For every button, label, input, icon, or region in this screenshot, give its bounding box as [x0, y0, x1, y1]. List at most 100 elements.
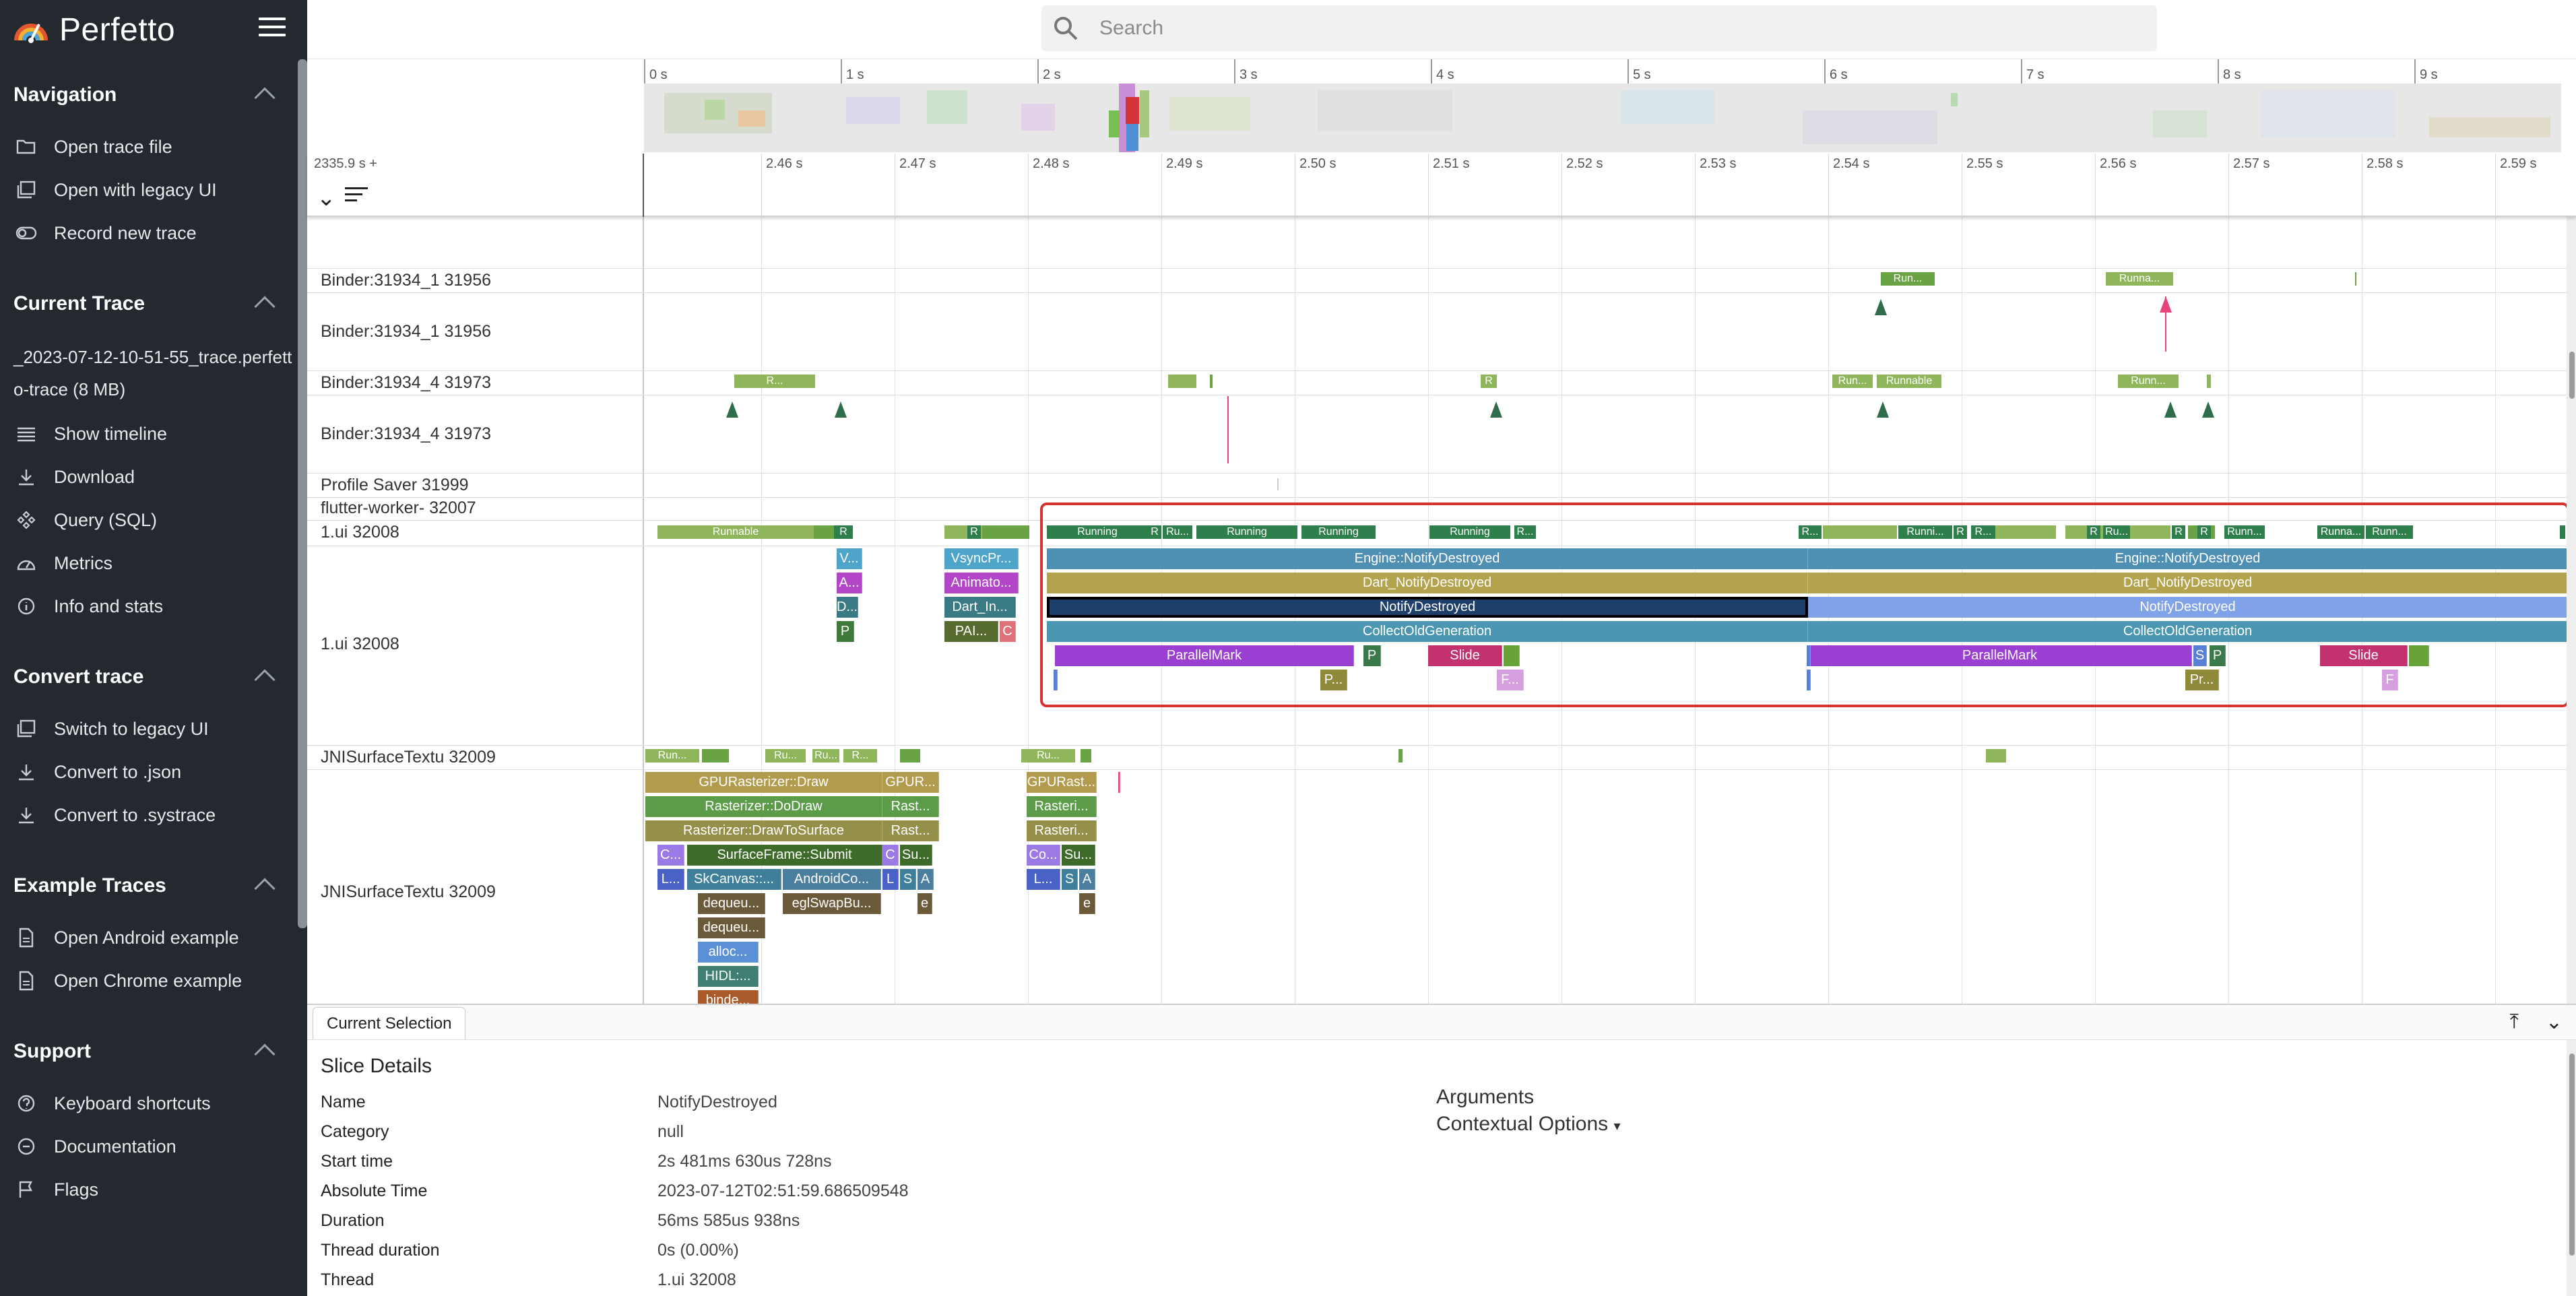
trace-slice[interactable]: P	[837, 621, 854, 642]
track-label[interactable]: JNISurfaceTextu 32009	[321, 882, 496, 901]
thread-state[interactable]: Run...	[1881, 272, 1935, 286]
trace-slice[interactable]: P	[1363, 645, 1381, 666]
thread-state[interactable]: Running	[1196, 525, 1297, 539]
thread-state[interactable]	[2130, 525, 2170, 539]
record-new-trace-item[interactable]: Record new trace	[0, 212, 307, 255]
flags-item[interactable]: Flags	[0, 1168, 307, 1211]
trace-slice[interactable]: Rasterizer::DoDraw	[645, 796, 882, 817]
thread-state[interactable]: Runn...	[2118, 375, 2179, 388]
trace-slice[interactable]: PAI...	[944, 621, 998, 642]
trace-slice[interactable]: S	[1062, 869, 1078, 890]
thread-state[interactable]: Runn...	[2366, 525, 2413, 539]
keyboard-shortcuts-item[interactable]: Keyboard shortcuts	[0, 1082, 307, 1125]
thread-state[interactable]	[2560, 525, 2565, 539]
arrow-drop-down-icon[interactable]: ▾	[1613, 1119, 1621, 1134]
chevron-up-icon[interactable]	[254, 296, 276, 317]
trace-slice[interactable]: Dart_In...	[944, 597, 1016, 618]
trace-slice[interactable]: Engine::NotifyDestroyed	[1047, 548, 1808, 569]
trace-slice[interactable]: HIDL:...	[698, 966, 759, 987]
thread-state[interactable]: Running	[1047, 525, 1148, 539]
section-title-support[interactable]: Support	[0, 1021, 307, 1082]
trace-slice[interactable]: Pr...	[2185, 670, 2219, 690]
thread-state[interactable]	[900, 749, 920, 763]
tab-current-selection[interactable]: Current Selection	[313, 1007, 466, 1039]
section-title-navigation[interactable]: Navigation	[0, 65, 307, 125]
details-scrollbar[interactable]	[2567, 1040, 2576, 1296]
trace-slice[interactable]: ParallelMark	[1808, 645, 2192, 666]
thread-state[interactable]: Run...	[645, 749, 699, 763]
thread-state[interactable]: Runn...	[2224, 525, 2265, 539]
thread-state[interactable]: R...	[1971, 525, 1995, 539]
info-stats-item[interactable]: Info and stats	[0, 585, 307, 628]
thread-state[interactable]: Runnable	[1877, 375, 1941, 388]
thread-state[interactable]: R	[2197, 525, 2211, 539]
thread-state[interactable]: Ru...	[812, 749, 839, 763]
track-label[interactable]: Binder:31934_1 31956	[321, 322, 492, 341]
thread-state[interactable]	[1398, 749, 1403, 763]
trace-slice[interactable]: VsyncPr...	[944, 548, 1019, 569]
thread-state[interactable]: R...	[1799, 525, 1822, 539]
thread-state[interactable]: R...	[843, 749, 877, 763]
trace-slice[interactable]: F...	[1497, 670, 1524, 690]
thread-state[interactable]: Ru...	[765, 749, 806, 763]
track-label[interactable]: Binder:31934_4 31973	[321, 424, 492, 443]
trace-slice[interactable]: e	[917, 893, 932, 914]
trace-slice[interactable]: F	[2382, 670, 2398, 690]
thread-state[interactable]: R	[1148, 525, 1161, 539]
trace-slice[interactable]: A	[917, 869, 934, 890]
overview-heatmap[interactable]	[644, 84, 2561, 152]
trace-slice[interactable]: V...	[837, 548, 862, 569]
thread-state[interactable]	[814, 525, 834, 539]
query-sql-item[interactable]: Query (SQL)	[0, 498, 307, 542]
thread-state[interactable]: Running	[1301, 525, 1376, 539]
trace-slice[interactable]: L...	[657, 869, 684, 890]
thread-state[interactable]: Runna...	[2106, 272, 2173, 286]
trace-slice[interactable]: Rast...	[882, 796, 939, 817]
switch-legacy-ui-item[interactable]: Switch to legacy UI	[0, 707, 307, 750]
trace-slice[interactable]: P	[2210, 645, 2226, 666]
trace-slice[interactable]: GPURasterizer::Draw	[645, 772, 882, 793]
trace-slice[interactable]: CollectOldGeneration	[1047, 621, 1808, 642]
search-input[interactable]	[1099, 17, 2042, 40]
metrics-item[interactable]: Metrics	[0, 542, 307, 585]
trace-slice[interactable]: ParallelMark	[1055, 645, 1354, 666]
thread-state[interactable]: R	[2172, 525, 2185, 539]
trace-slice[interactable]: P...	[1320, 670, 1347, 690]
maximize-panel-icon[interactable]: ⤒	[2509, 1010, 2519, 1033]
thread-state[interactable]: R	[1954, 525, 1967, 539]
thread-state[interactable]: Runni...	[1898, 525, 1952, 539]
open-trace-file-item[interactable]: Open trace file	[0, 125, 307, 168]
trace-slice[interactable]: Dart_NotifyDestroyed	[1808, 573, 2568, 593]
trace-slice[interactable]: eglSwapBu...	[783, 893, 881, 914]
trace-slice[interactable]: Slide	[2320, 645, 2408, 666]
trace-slice[interactable]: Co...	[1027, 845, 1060, 866]
trace-slice[interactable]: Rasteri...	[1027, 796, 1097, 817]
trace-slice[interactable]: C...	[657, 845, 684, 866]
trace-slice[interactable]: NotifyDestroyed	[1808, 597, 2568, 618]
thread-state[interactable]: Runnable	[657, 525, 814, 539]
trace-slice[interactable]: dequeu...	[698, 917, 765, 938]
track-label[interactable]: Binder:31934_4 31973	[321, 373, 492, 392]
trace-slice[interactable]: L...	[1027, 869, 1060, 890]
trace-slice[interactable]: GPUR...	[882, 772, 939, 793]
thread-state[interactable]	[982, 525, 1029, 539]
thread-state[interactable]: R...	[1514, 525, 1536, 539]
track-label[interactable]: 1.ui 32008	[321, 635, 399, 653]
trace-slice[interactable]: Rasteri...	[1027, 820, 1097, 841]
trace-slice[interactable]: SkCanvas::...	[687, 869, 781, 890]
trace-slice[interactable]: Engine::NotifyDestroyed	[1808, 548, 2568, 569]
thread-state[interactable]: Running	[1429, 525, 1510, 539]
trace-slice[interactable]: S	[900, 869, 916, 890]
thread-state[interactable]: R	[2087, 525, 2100, 539]
documentation-item[interactable]: Documentation	[0, 1125, 307, 1168]
trace-slice[interactable]: D...	[837, 597, 858, 618]
trace-slice[interactable]: C	[882, 845, 899, 866]
sidebar-scrollbar[interactable]	[298, 59, 307, 928]
collapse-panel-icon[interactable]: ⌄	[2545, 1011, 2563, 1033]
trace-slice[interactable]: Dart_NotifyDestroyed	[1047, 573, 1808, 593]
trace-slice[interactable]: Rast...	[882, 820, 939, 841]
thread-state[interactable]: R	[967, 525, 981, 539]
thread-state[interactable]	[1081, 749, 1091, 763]
open-chrome-example-item[interactable]: Open Chrome example	[0, 959, 307, 1002]
thread-state[interactable]	[1995, 525, 2056, 539]
